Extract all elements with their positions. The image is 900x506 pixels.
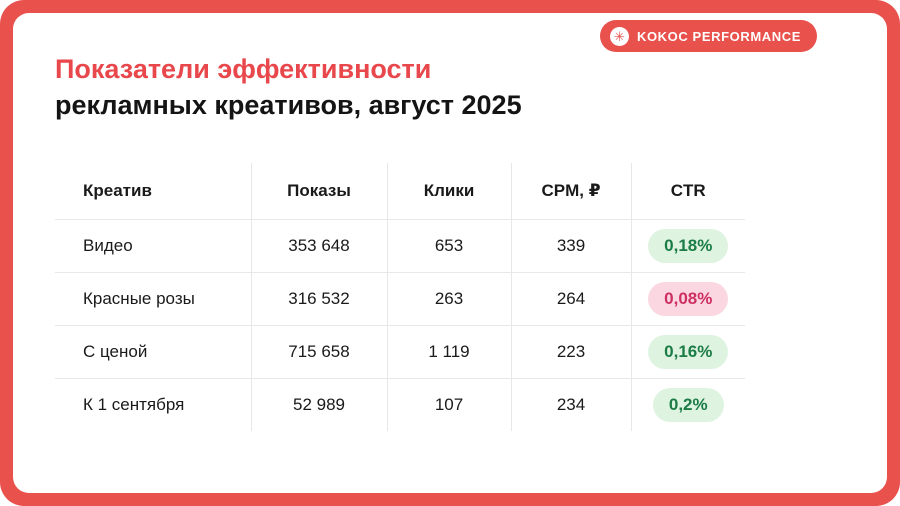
header-creative: Креатив (55, 163, 252, 219)
ctr-badge: 0,18% (648, 228, 729, 263)
page-title-line1: Показатели эффективности (55, 54, 432, 84)
table-row: К 1 сентября 52 989 107 234 0,2% (55, 378, 745, 431)
creative-name-cell: Видео (55, 219, 252, 272)
ctr-cell: 0,2% (631, 378, 745, 431)
creative-name-cell: С ценой (55, 325, 252, 378)
clicks-cell: 653 (387, 219, 512, 272)
ctr-cell: 0,08% (631, 272, 745, 325)
clicks-cell: 1 119 (387, 325, 512, 378)
cpm-cell: 223 (511, 325, 632, 378)
brand-badge: ✳ KOKOC PERFORMANCE (599, 20, 817, 52)
table-row: Видео 353 648 653 339 0,18% (55, 219, 745, 272)
header-impressions: Показы (251, 163, 388, 219)
creative-name-cell: К 1 сентября (55, 378, 252, 431)
creative-name-cell: Красные розы (55, 272, 252, 325)
cpm-cell: 234 (511, 378, 632, 431)
kokoc-logo-icon: ✳ (609, 26, 629, 46)
brand-name: KOKOC PERFORMANCE (636, 28, 801, 44)
page-title: Показатели эффективности рекламных креат… (55, 51, 845, 123)
cpm-cell: 264 (511, 272, 632, 325)
clicks-cell: 263 (387, 272, 512, 325)
clicks-cell: 107 (387, 378, 512, 431)
ctr-badge: 0,2% (652, 387, 724, 422)
ctr-cell: 0,16% (631, 325, 745, 378)
ctr-badge: 0,16% (648, 334, 729, 369)
impressions-cell: 316 532 (251, 272, 388, 325)
impressions-cell: 52 989 (251, 378, 388, 431)
table-row: С ценой 715 658 1 119 223 0,16% (55, 325, 745, 378)
creatives-performance-table: Креатив Показы Клики CPM, ₽ CTR Видео 35… (55, 163, 745, 431)
table-header-row: Креатив Показы Клики CPM, ₽ CTR (55, 163, 745, 219)
header-cpm: CPM, ₽ (511, 163, 632, 219)
ctr-cell: 0,18% (631, 219, 745, 272)
header-ctr: CTR (670, 180, 706, 200)
impressions-cell: 715 658 (251, 325, 388, 378)
table-row: Красные розы 316 532 263 264 0,08% (55, 272, 745, 325)
ctr-badge: 0,08% (648, 281, 729, 316)
header-clicks: Клики (387, 163, 512, 219)
impressions-cell: 353 648 (251, 219, 388, 272)
page-title-line2: рекламных креативов, август 2025 (55, 90, 522, 120)
content-card: ✳ KOKOC PERFORMANCE Показатели эффективн… (13, 13, 887, 493)
cpm-cell: 339 (511, 219, 632, 272)
